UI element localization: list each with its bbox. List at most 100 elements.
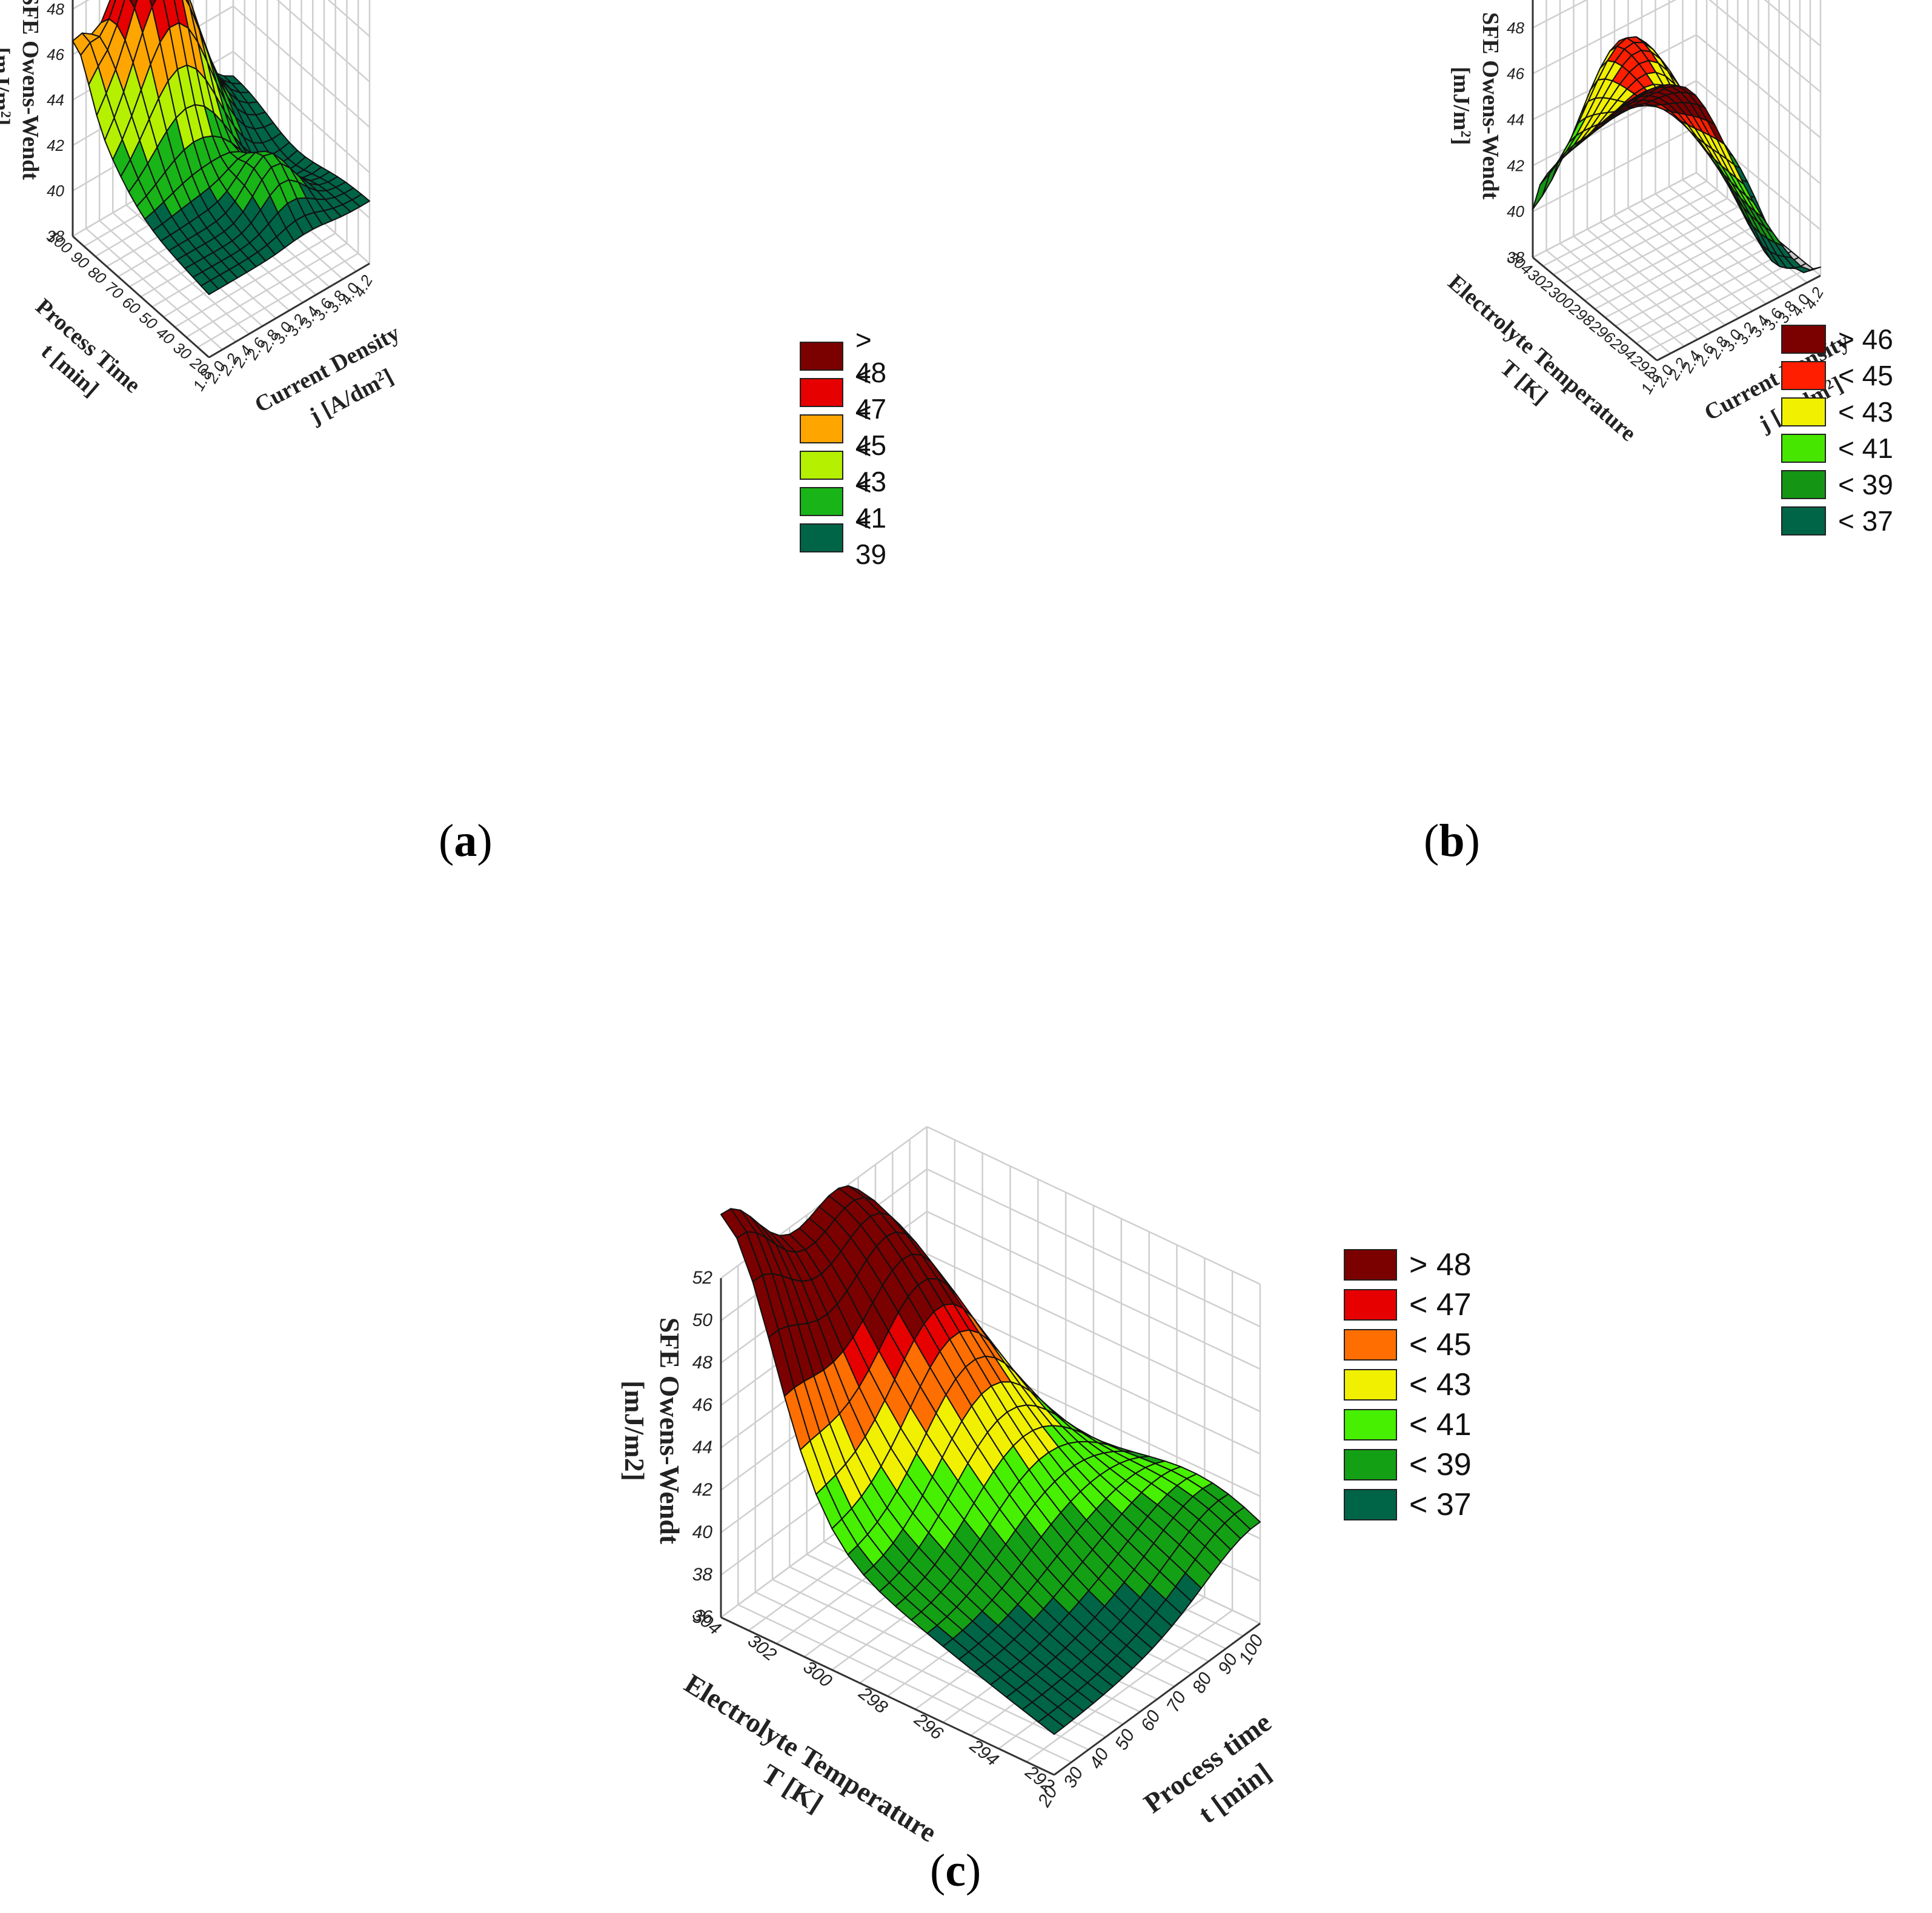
legend-swatch (1344, 1249, 1397, 1281)
wall-gridline (926, 1126, 1261, 1285)
legend-item: < 41 (800, 469, 909, 534)
legend-item: < 41 (1781, 430, 1893, 466)
x-tick-label: 294 (966, 1736, 1003, 1770)
legend-swatch (1344, 1329, 1397, 1361)
z-axis-title: SFE Owens-Wendt (1478, 12, 1503, 200)
legend-label: < 41 (855, 469, 887, 534)
floor-gridline (1668, 186, 1794, 291)
legend-swatch (1781, 506, 1826, 535)
legend-label: > 48 (1409, 1247, 1472, 1282)
z-unit-text: [mJ/m (1449, 67, 1474, 131)
legend-label: < 41 (1409, 1407, 1472, 1442)
x-axis-title: Electrolyte Temperature (679, 1668, 942, 1848)
wall-gridline (1696, 80, 1821, 185)
legend-item: > 48 (800, 324, 909, 388)
caption-a: (a) (439, 815, 493, 866)
legend-swatch (1781, 361, 1826, 390)
legend-item: < 43 (1781, 394, 1893, 430)
chart-panel-a: 3840424446485010090807060504030201.82.02… (0, 0, 909, 787)
z-axis-title: SFE Owens-Wendt (654, 1318, 685, 1545)
wall-gridline (233, 5, 370, 128)
x-tick-label: 298 (854, 1683, 891, 1718)
z-tick-label: 40 (1507, 202, 1524, 220)
z-tick-label: 38 (1507, 248, 1524, 267)
legend-label: > 48 (855, 324, 887, 388)
legend-item: < 37 (1781, 503, 1893, 539)
z-tick-label: 46 (692, 1395, 713, 1415)
legend-swatch (1781, 434, 1826, 463)
legend-item: < 41 (1344, 1405, 1472, 1445)
legend-item: < 45 (1344, 1325, 1472, 1365)
wall-gridline (1708, 0, 1821, 93)
z-tick-label: 48 (692, 1353, 713, 1373)
legend-swatch (800, 378, 843, 407)
legend-label: < 37 (1409, 1487, 1472, 1522)
y-axis-line (1054, 1622, 1261, 1776)
z-tick-label: 44 (47, 91, 64, 109)
surface (72, 0, 370, 296)
z-tick-label: 38 (47, 227, 64, 245)
legend-item: < 45 (1781, 357, 1893, 394)
z-axis-unit: [mJ/m2] (619, 1381, 650, 1481)
legend-swatch (1344, 1489, 1397, 1520)
z-tick-label: 40 (47, 182, 64, 200)
legend-item: < 43 (800, 433, 909, 497)
z-tick-label: 36 (692, 1607, 713, 1627)
legend-swatch (1781, 470, 1826, 499)
legend-item: < 45 (800, 397, 909, 461)
z-tick-label: 46 (47, 45, 64, 64)
legend-b: > 46 < 45 < 43 < 41 < 39 < 37 (1781, 321, 1893, 539)
legend-item: > 46 (1781, 321, 1893, 357)
legend-label: < 47 (855, 360, 887, 425)
z-unit-text: [mJ/m2] (619, 1381, 650, 1481)
wall-gridline (1532, 126, 1697, 213)
x-tick-label: 302 (744, 1631, 780, 1665)
caption-c: (c) (930, 1845, 981, 1896)
legend-label: < 47 (1409, 1287, 1472, 1322)
z-axis-unit: [mJ/m2] (0, 47, 14, 126)
z-axis-title: SFE Owens-Wendt (18, 0, 43, 181)
legend-item: < 39 (800, 506, 909, 570)
legend-label: < 43 (1838, 396, 1893, 428)
z-unit-text: [mJ/m (0, 47, 14, 111)
legend-item: < 47 (1344, 1285, 1472, 1325)
wall-gridline (926, 1168, 1261, 1328)
legend-label: < 37 (1838, 505, 1893, 537)
legend-c: > 48 < 47 < 45 < 43 < 41 < 39 < 37 (1344, 1245, 1472, 1525)
caption-a-letter: a (454, 815, 477, 866)
legend-swatch (1344, 1409, 1397, 1441)
legend-item: < 39 (1344, 1445, 1472, 1485)
legend-swatch (800, 451, 843, 480)
surface-facet (200, 279, 219, 296)
chart-panel-c: 36 38 40 42 44 46 48 50 52 304 302 300 298 296 294 292 2… (424, 909, 1636, 1848)
z-tick-label: 42 (1507, 156, 1524, 174)
wall-gridline (233, 51, 370, 173)
x-tick-label: 300 (800, 1657, 836, 1691)
legend-item: > 48 (1344, 1245, 1472, 1285)
z-tick-label: 40 (692, 1522, 713, 1542)
legend-swatch (800, 487, 843, 516)
legend-swatch (1344, 1289, 1397, 1321)
legend-swatch (1344, 1449, 1397, 1480)
z-tick-label: 48 (47, 0, 64, 18)
surface (1532, 36, 1821, 273)
surface-plot-c: 3638404244464850523043023002982962942922… (619, 1126, 1276, 1848)
surface-plot-b: 384042444648503043023002982962942921.82.… (1443, 0, 1853, 446)
z-tick-label: 42 (47, 136, 64, 154)
x-axis-title: Electrolyte Temperature (1443, 270, 1641, 446)
wall-gridline (327, 0, 370, 37)
wall-gridline (1532, 0, 1677, 75)
z-tick-label: 50 (692, 1310, 713, 1330)
wall-gridline (926, 1210, 1261, 1370)
wall-gridline (1532, 171, 1697, 259)
wall-gridline (276, 0, 370, 82)
floor-gridline (1542, 181, 1707, 267)
z-unit-sup: 2 (0, 111, 14, 118)
legend-a: > 48 < 47 < 45 < 43 < 41 < 39 (800, 324, 909, 570)
z-tick-label: 48 (1507, 19, 1524, 37)
legend-label: < 45 (1409, 1327, 1472, 1362)
wall-gridline (1532, 0, 1588, 28)
chart-panel-b: 384042444648503043023002982962942921.82.… (969, 0, 1932, 787)
wall-gridline (1696, 34, 1821, 139)
legend-item: < 37 (1344, 1485, 1472, 1525)
